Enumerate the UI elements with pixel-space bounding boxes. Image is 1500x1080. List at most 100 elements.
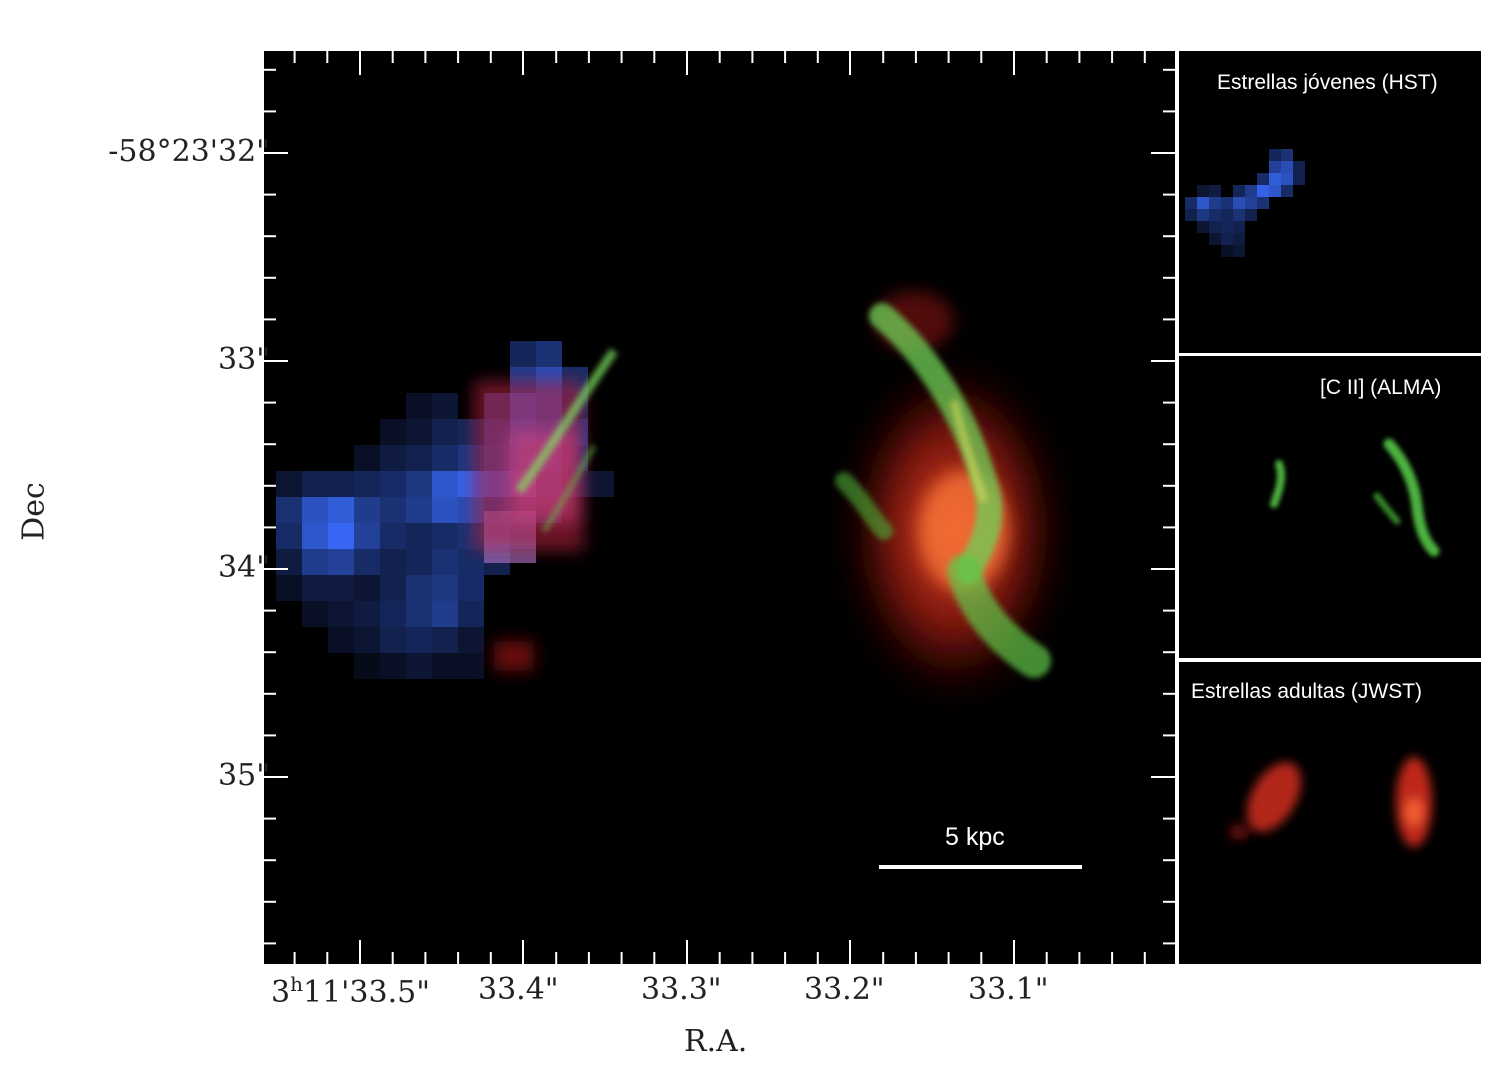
emission-pixel xyxy=(458,601,484,627)
emission-pixel xyxy=(406,497,432,523)
emission-pixel xyxy=(1245,209,1257,221)
emission-pixel xyxy=(1257,197,1269,209)
emission-pixel xyxy=(432,497,458,523)
inset-hst-image xyxy=(1185,149,1305,257)
emission-pixel xyxy=(432,393,458,419)
emission-pixel xyxy=(1245,185,1257,197)
emission-pixel xyxy=(1197,221,1209,233)
emission-pixel xyxy=(432,575,458,601)
emission-pixel xyxy=(406,393,432,419)
emission-pixel xyxy=(302,523,328,549)
emission-pixel xyxy=(380,627,406,653)
emission-pixel xyxy=(1281,173,1293,185)
emission-pixel xyxy=(1221,221,1233,233)
emission-pixel xyxy=(1233,197,1245,209)
emission-pixel xyxy=(328,523,354,549)
emission-pixel xyxy=(1221,209,1233,221)
x-tick-label: 33.4" xyxy=(478,972,559,1007)
emission-pixel xyxy=(328,601,354,627)
emission-pixel xyxy=(276,575,302,601)
emission-pixel xyxy=(588,471,614,497)
emission-pixel xyxy=(328,627,354,653)
x-tick-label: 33.1" xyxy=(968,972,1049,1007)
emission-pixel xyxy=(328,497,354,523)
emission-pixel xyxy=(1233,185,1245,197)
emission-pixel xyxy=(328,471,354,497)
x-tick-label: 33.2" xyxy=(804,972,885,1007)
scalebar-label: 5 kpc xyxy=(945,823,1005,851)
emission-pixel xyxy=(380,549,406,575)
emission-pixel xyxy=(432,471,458,497)
emission-pixel xyxy=(432,601,458,627)
main-frame-ticks xyxy=(264,51,1175,964)
emission-pixel xyxy=(536,341,562,367)
emission-pixel xyxy=(1233,245,1245,257)
emission-pixel xyxy=(302,575,328,601)
emission-pixel xyxy=(406,445,432,471)
cii-emission-left xyxy=(515,348,618,533)
emission-pixel xyxy=(458,549,484,575)
emission-pixel xyxy=(354,471,380,497)
inset-jwst-label: Estrellas adultas (JWST) xyxy=(1191,680,1423,703)
emission-pixel xyxy=(406,627,432,653)
inset-cii-alma: [C II] (ALMA) xyxy=(1179,356,1481,658)
emission-pixel xyxy=(406,575,432,601)
emission-pixel xyxy=(1233,233,1245,245)
emission-pixel xyxy=(302,549,328,575)
inset-cii-emission xyxy=(1270,438,1440,557)
emission-pixel xyxy=(432,523,458,549)
emission-pixel xyxy=(1257,185,1269,197)
emission-pixel xyxy=(1293,173,1305,185)
emission-pixel xyxy=(1269,149,1281,161)
emission-pixel xyxy=(1209,233,1221,245)
emission-pixel xyxy=(1293,161,1305,173)
emission-pixel xyxy=(458,653,484,679)
emission-pixel xyxy=(354,549,380,575)
x-axis-title: R.A. xyxy=(684,1024,748,1059)
emission-pixel xyxy=(276,471,302,497)
emission-pixel xyxy=(406,653,432,679)
emission-pixel xyxy=(354,653,380,679)
emission-pixel xyxy=(276,523,302,549)
scalebar xyxy=(879,865,1082,869)
emission-pixel xyxy=(406,549,432,575)
composite-image-panel: 5 kpc xyxy=(264,51,1175,964)
y-tick-label: 34" xyxy=(218,550,270,585)
emission-pixel xyxy=(1281,149,1293,161)
emission-pixel xyxy=(1197,197,1209,209)
emission-pixel xyxy=(1221,233,1233,245)
inset-adult-stars-jwst: Estrellas adultas (JWST) xyxy=(1179,662,1481,964)
emission-pixel xyxy=(1245,197,1257,209)
emission-pixel xyxy=(302,471,328,497)
emission-pixel xyxy=(1269,185,1281,197)
emission-pixel xyxy=(354,523,380,549)
y-tick-label: 35" xyxy=(218,758,270,793)
inset-hst-label: Estrellas jóvenes (HST) xyxy=(1217,71,1438,94)
x-tick-label: 3h11'33.5" xyxy=(271,972,431,1010)
emission-pixel xyxy=(1221,245,1233,257)
emission-pixel xyxy=(328,549,354,575)
inset-jwst-emission xyxy=(1229,757,1432,847)
emission-pixel xyxy=(406,601,432,627)
inset-jwst-image xyxy=(1229,757,1432,847)
emission-pixel xyxy=(510,341,536,367)
inset-young-stars-hst: Estrellas jóvenes (HST) xyxy=(1179,51,1481,353)
emission-pixel xyxy=(1269,173,1281,185)
emission-pixel xyxy=(354,601,380,627)
emission-pixel xyxy=(354,497,380,523)
emission-pixel xyxy=(354,627,380,653)
emission-pixel xyxy=(276,549,302,575)
emission-pixel xyxy=(380,445,406,471)
emission-pixel xyxy=(1209,221,1221,233)
emission-pixel xyxy=(1281,161,1293,173)
emission-pixel xyxy=(458,575,484,601)
emission-pixel xyxy=(458,627,484,653)
emission-pixel xyxy=(1233,209,1245,221)
emission-pixel xyxy=(1221,197,1233,209)
emission-pixel xyxy=(1257,173,1269,185)
y-tick-label: 33" xyxy=(218,342,270,377)
emission-pixel xyxy=(380,497,406,523)
y-axis-title: Dec xyxy=(16,482,52,541)
composite-image xyxy=(264,51,1175,964)
x-tick-label: 33.3" xyxy=(641,972,722,1007)
